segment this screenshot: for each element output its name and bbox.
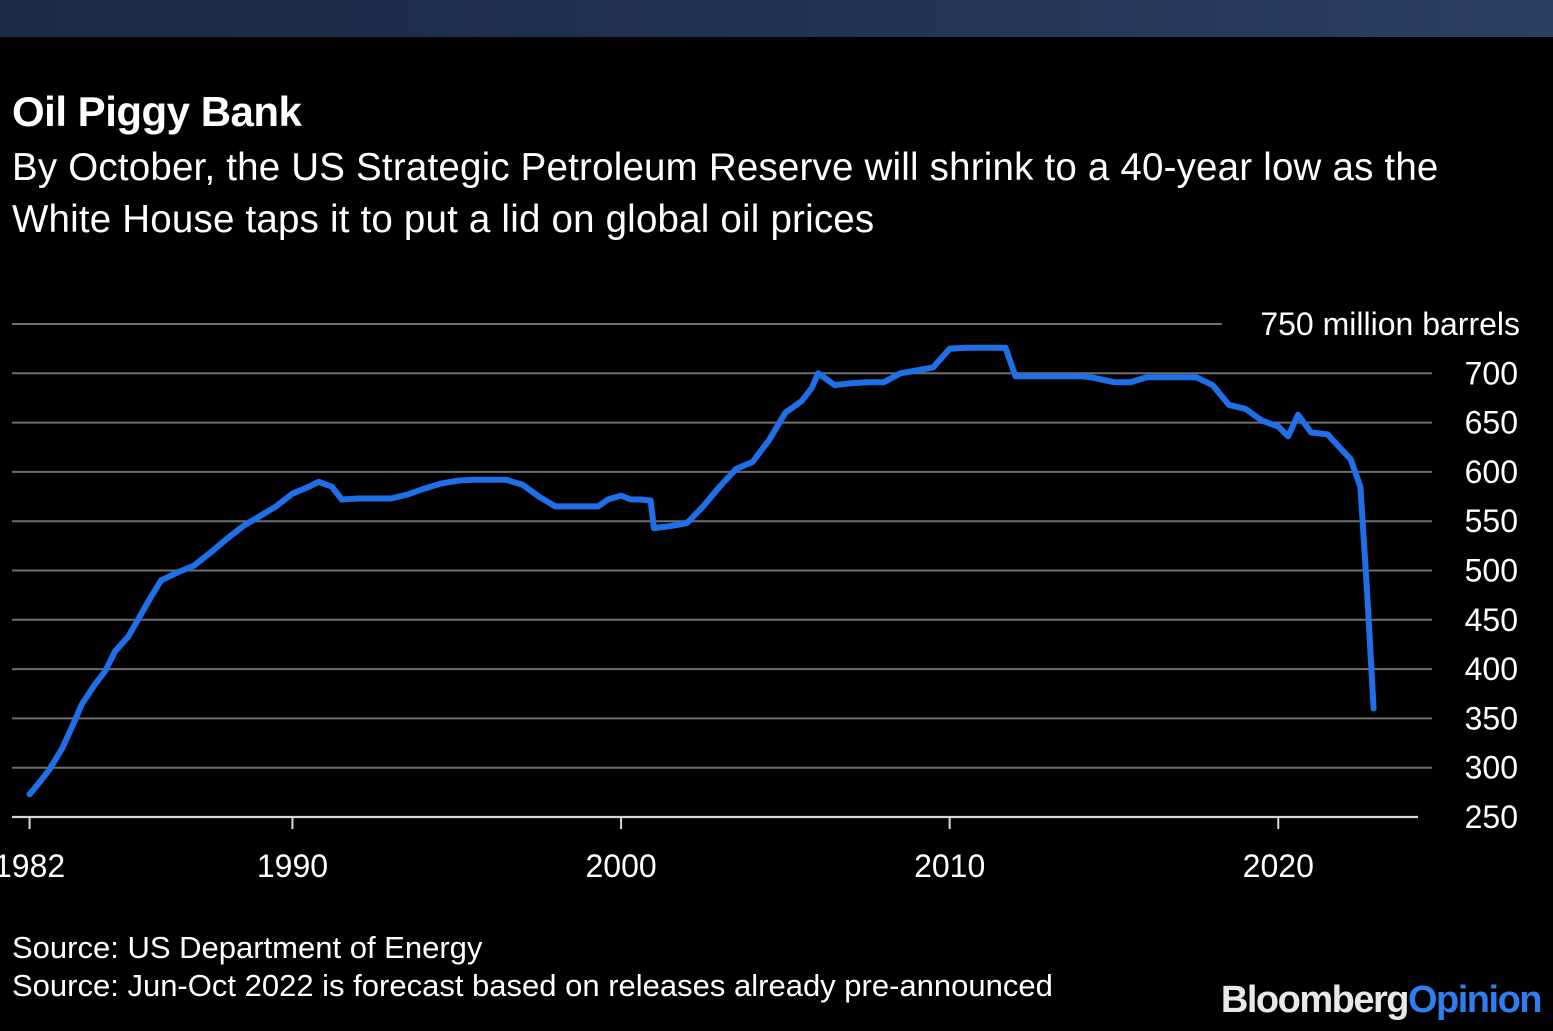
y-tick-label-500: 500	[1465, 553, 1518, 589]
brand-main-text: Bloomberg	[1220, 979, 1410, 1021]
y-tick-label-450: 450	[1465, 602, 1518, 638]
series-line-spr	[26, 344, 1377, 798]
x-tick-label-1982: 1982	[0, 848, 65, 884]
x-tick-label-1990: 1990	[257, 848, 328, 884]
x-tick-label-2020: 2020	[1243, 848, 1314, 884]
y-tick-label-600: 600	[1465, 454, 1518, 490]
x-tick-label-2000: 2000	[585, 848, 656, 884]
grid-layer	[12, 323, 1432, 819]
y-tick-label-350: 350	[1465, 700, 1518, 736]
y-tick-label-300: 300	[1465, 750, 1518, 786]
x-tick-label-2010: 2010	[914, 848, 985, 884]
bloomberg-opinion-logo: BloombergOpinion	[1220, 979, 1543, 1022]
y-tick-label-550: 550	[1465, 503, 1518, 539]
chart-title: Oil Piggy Bank	[12, 88, 302, 135]
x-axis: 1982 1990 2000 2010 2020	[0, 817, 1314, 884]
forecast-note: Source: Jun-Oct 2022 is forecast based o…	[12, 968, 1053, 1003]
chart-subtitle: By October, the US Strategic Petroleum R…	[12, 146, 1439, 241]
y-tick-label-400: 400	[1465, 651, 1518, 687]
top-browser-strip	[0, 0, 1553, 37]
y-tick-label-650: 650	[1465, 405, 1518, 441]
y-axis-labels: 250 300 350 400 450 500 550 600 650 700 750 millio…	[1260, 306, 1520, 835]
y-tick-label-250: 250	[1465, 799, 1518, 835]
brand-accent-text: Opinion	[1407, 979, 1543, 1021]
source-note: Source: US Department of Energy	[12, 930, 483, 965]
series-layer	[26, 344, 1377, 798]
y-tick-label-750: 750 million barrels	[1260, 306, 1520, 342]
y-tick-label-700: 700	[1465, 355, 1518, 391]
